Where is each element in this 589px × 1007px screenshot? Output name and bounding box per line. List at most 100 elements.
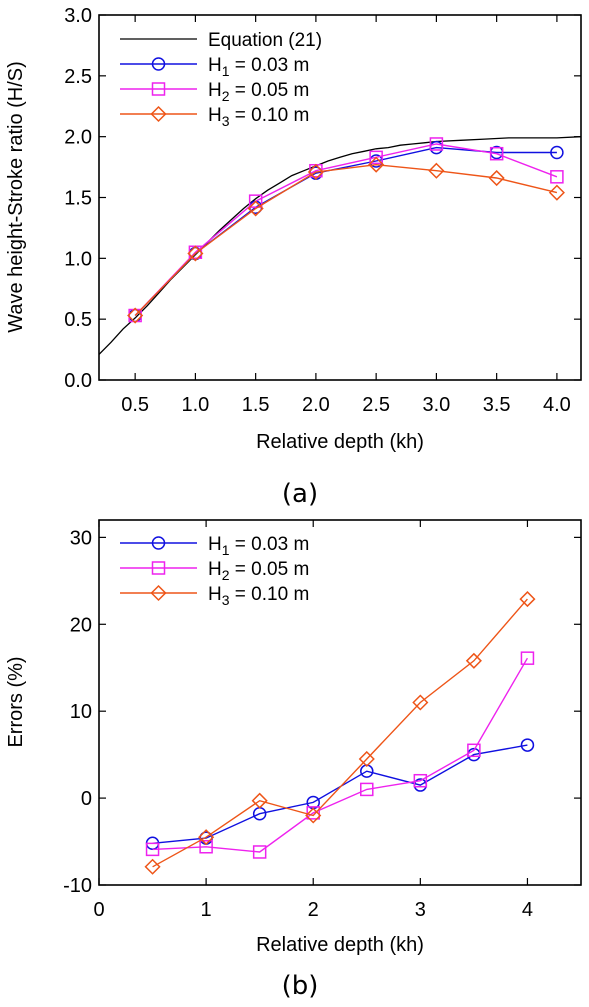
- data-point: [187, 245, 204, 262]
- series-line: [134, 143, 558, 316]
- legend-marker: [151, 561, 166, 575]
- legend-label-rest: = 0.05 m: [230, 80, 310, 101]
- data-point: [488, 169, 505, 187]
- data-point: [144, 858, 161, 875]
- data-point: [198, 829, 215, 846]
- x-tick-label: 1: [201, 899, 212, 921]
- legend: Equation (21)H1 = 0.03 mH2 = 0.05 mH3 = …: [120, 30, 322, 129]
- panel-caption: (b): [282, 971, 319, 1001]
- x-tick-label: 0.5: [121, 394, 149, 416]
- data-point: [489, 146, 504, 161]
- x-tick-label: 2: [308, 899, 319, 921]
- data-point: [360, 782, 374, 797]
- x-axis-label: Relative depth (kh): [256, 431, 424, 453]
- y-axis-label: Wave height-Stroke ratio (H/S): [5, 61, 27, 333]
- x-tick-label: 3: [415, 899, 426, 921]
- legend-label-rest: = 0.10 m: [230, 105, 310, 126]
- y-tick-label: 0.0: [64, 370, 92, 392]
- series-line: [134, 163, 558, 316]
- data-point: [199, 840, 213, 854]
- legend-label-main: H: [208, 584, 222, 605]
- data-point: [247, 200, 264, 217]
- x-tick-label: 4: [522, 899, 533, 921]
- y-tick-label: 0: [81, 788, 92, 810]
- legend-label-rest: = 0.10 m: [230, 584, 310, 605]
- series-2: [145, 651, 535, 859]
- legend-label-rest: = 0.03 m: [230, 534, 310, 555]
- data-point: [369, 150, 383, 165]
- x-tick-label: 4.0: [543, 394, 571, 416]
- data-point: [127, 307, 144, 324]
- series-3: [144, 591, 536, 875]
- legend-label-sub: 3: [222, 113, 230, 129]
- legend-label-main: H: [208, 534, 222, 555]
- legend-label-rest: = 0.03 m: [230, 55, 310, 76]
- legend-label-sub: 3: [222, 592, 230, 608]
- data-point: [428, 162, 445, 179]
- x-tick-label: 1.5: [242, 394, 270, 416]
- legend-label-sub: 2: [222, 567, 230, 583]
- y-tick-label: 0.5: [64, 309, 92, 331]
- y-tick-label: 1.0: [64, 248, 92, 270]
- legend: H1 = 0.03 mH2 = 0.05 mH3 = 0.10 m: [120, 534, 309, 608]
- data-point: [251, 792, 268, 809]
- y-tick-label: 30: [70, 527, 92, 549]
- chart-panel-a: 0.5 1.0 1.5 2.0 2.5 3.0 3.5 4.0 0.0 0.5 1.0 1.5 2.0 2…: [5, 5, 582, 509]
- legend-marker: [151, 82, 166, 96]
- x-tick-label: 3.0: [422, 394, 450, 416]
- data-point: [252, 845, 267, 859]
- data-point: [368, 156, 385, 173]
- legend-marker: [151, 536, 166, 550]
- plot-frame: [98, 519, 582, 886]
- data-point: [429, 137, 444, 151]
- data-point: [412, 694, 429, 711]
- data-point: [548, 184, 565, 201]
- data-point: [465, 652, 482, 669]
- data-point: [467, 743, 481, 758]
- plot-area: [99, 136, 581, 355]
- data-point: [145, 842, 160, 857]
- y-tick-label: 10: [70, 701, 92, 723]
- legend-label: Equation (21): [208, 30, 322, 51]
- series-line: [152, 657, 529, 853]
- legend-label-sub: 1: [222, 63, 230, 79]
- legend-label: H1 = 0.03 m: [208, 55, 309, 79]
- panel-caption: (a): [282, 479, 318, 509]
- x-tick-label: 2.0: [302, 394, 330, 416]
- data-point: [550, 170, 564, 184]
- legend-label: H1 = 0.03 m: [208, 534, 309, 558]
- legend-label-main: H: [208, 105, 222, 126]
- data-point: [306, 806, 320, 820]
- legend-label-main: H: [208, 55, 222, 76]
- data-point: [305, 807, 322, 824]
- legend-label: H3 = 0.10 m: [208, 105, 309, 129]
- y-tick-label: -10: [63, 875, 92, 897]
- legend-label-rest: = 0.05 m: [230, 559, 310, 580]
- legend-label-main: H: [208, 559, 222, 580]
- y-axis-label: Errors (%): [5, 656, 27, 747]
- legend-label: H2 = 0.05 m: [208, 559, 309, 583]
- y-tick-label: 2.0: [64, 127, 92, 149]
- x-tick-label: 2.5: [362, 394, 390, 416]
- legend-marker: [150, 105, 167, 123]
- y-tick-label: 20: [70, 614, 92, 636]
- series-line: [152, 598, 528, 868]
- legend-marker: [150, 584, 167, 602]
- legend-label: H2 = 0.05 m: [208, 80, 309, 104]
- x-tick-label: 3.5: [483, 394, 511, 416]
- equation-curve: [99, 136, 581, 355]
- legend-label: H3 = 0.10 m: [208, 584, 309, 608]
- data-point: [248, 194, 263, 208]
- y-tick-label: 3.0: [64, 5, 92, 27]
- data-point: [519, 591, 536, 608]
- data-point: [358, 750, 375, 768]
- y-tick-label: 1.5: [64, 188, 92, 210]
- legend-label-sub: 2: [222, 88, 230, 104]
- data-point: [520, 738, 535, 752]
- data-point: [307, 163, 324, 181]
- data-point: [550, 145, 564, 160]
- plot-area: [144, 591, 536, 875]
- x-tick-label: 1.0: [181, 394, 209, 416]
- series-3: [127, 156, 565, 324]
- legend-marker: [151, 57, 166, 71]
